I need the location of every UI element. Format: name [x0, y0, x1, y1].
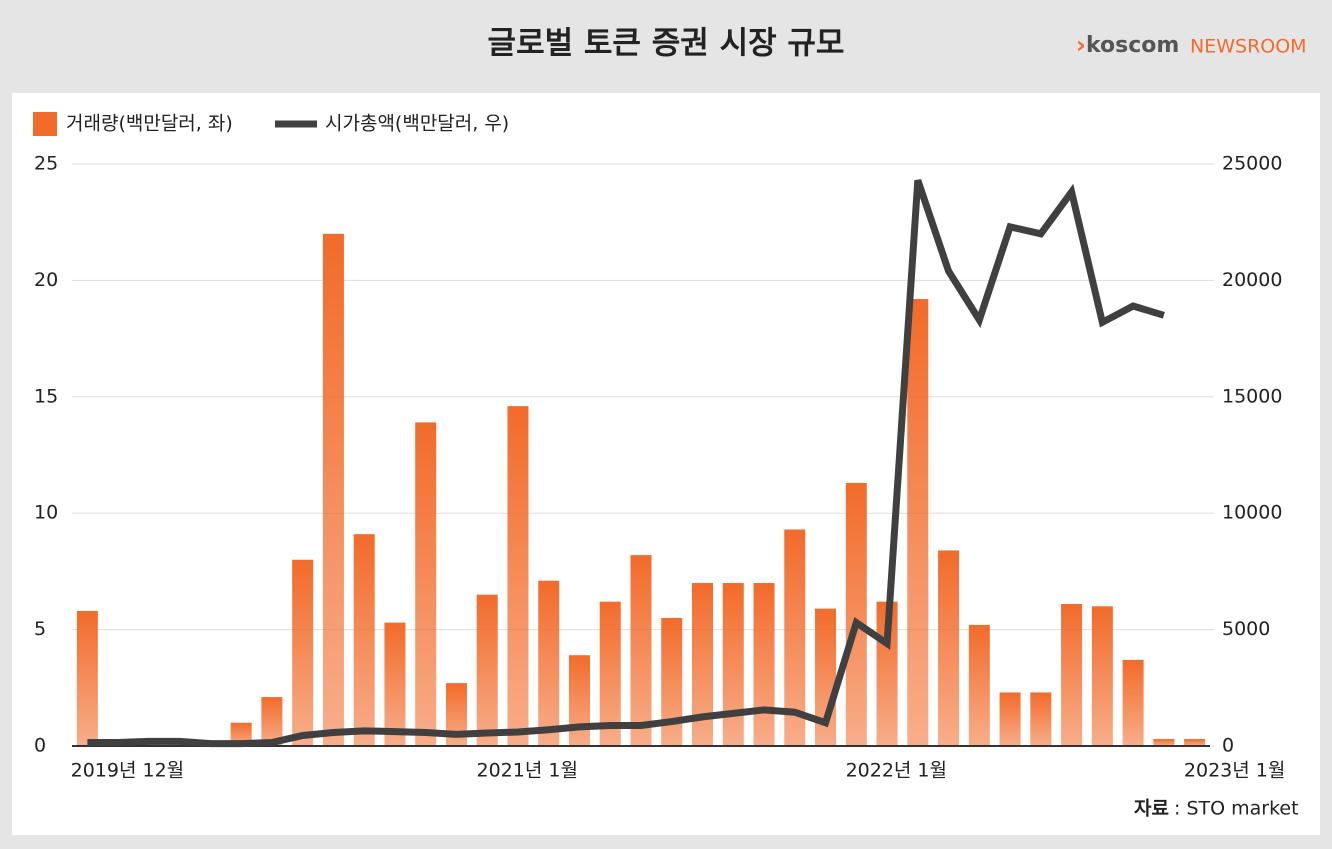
brand: koscom [1086, 33, 1179, 58]
bar [1091, 606, 1113, 746]
bar [1153, 739, 1175, 746]
y2-tick-label: 15000 [1222, 385, 1282, 407]
y-tick-label: 0 [34, 735, 46, 757]
bar [999, 692, 1021, 746]
bar [845, 482, 867, 746]
bar [722, 583, 744, 746]
x-tick-label: 2022년 1월 [846, 760, 947, 782]
x-tick-label: 2021년 1월 [476, 760, 577, 782]
bar [261, 697, 283, 746]
bar [568, 655, 590, 746]
bar [76, 610, 98, 746]
y-tick-label: 20 [34, 269, 58, 291]
y2-tick-label: 25000 [1222, 153, 1282, 175]
bar [938, 550, 960, 746]
bar [599, 601, 621, 746]
bar [292, 559, 314, 746]
y-tick-label: 25 [34, 153, 58, 175]
bar [384, 622, 406, 746]
brand-suffix: NEWSROOM [1190, 36, 1307, 58]
bar [661, 617, 683, 746]
bar [538, 580, 560, 746]
legend-swatch [33, 112, 57, 136]
bar [753, 583, 775, 746]
bar [1122, 659, 1144, 746]
y2-tick-label: 5000 [1222, 618, 1270, 640]
line [87, 179, 1165, 748]
bar [907, 299, 929, 746]
x-tick-label: 2023년 1월 [1184, 760, 1285, 782]
y2-tick-label: 0 [1222, 735, 1234, 757]
source-label: 자료 [1134, 798, 1169, 820]
legend-label: 시가총액(백만달러, 우) [325, 113, 509, 135]
x-tick-label: 2019년 12월 [71, 760, 185, 782]
source: : STO market [1174, 798, 1299, 820]
bar [784, 529, 806, 746]
bar [476, 594, 498, 746]
bar [692, 583, 714, 746]
y-tick-label: 5 [34, 618, 46, 640]
bar [353, 534, 375, 746]
bar [1184, 739, 1206, 746]
bar [415, 422, 437, 746]
y2-tick-label: 10000 [1222, 502, 1282, 524]
bar [630, 555, 652, 746]
chart-title: 글로벌 토큰 증권 시장 규모 [488, 26, 845, 62]
bar [322, 233, 344, 747]
y-tick-label: 15 [34, 385, 58, 407]
legend-label: 거래량(백만달러, 좌) [66, 113, 233, 135]
bar [1061, 603, 1083, 746]
bar [968, 624, 990, 746]
bar [1030, 692, 1052, 746]
brand-mark: › [1076, 31, 1086, 59]
bar [507, 406, 529, 746]
bar [445, 683, 467, 746]
y-tick-label: 10 [34, 502, 58, 524]
y2-tick-label: 20000 [1222, 269, 1282, 291]
